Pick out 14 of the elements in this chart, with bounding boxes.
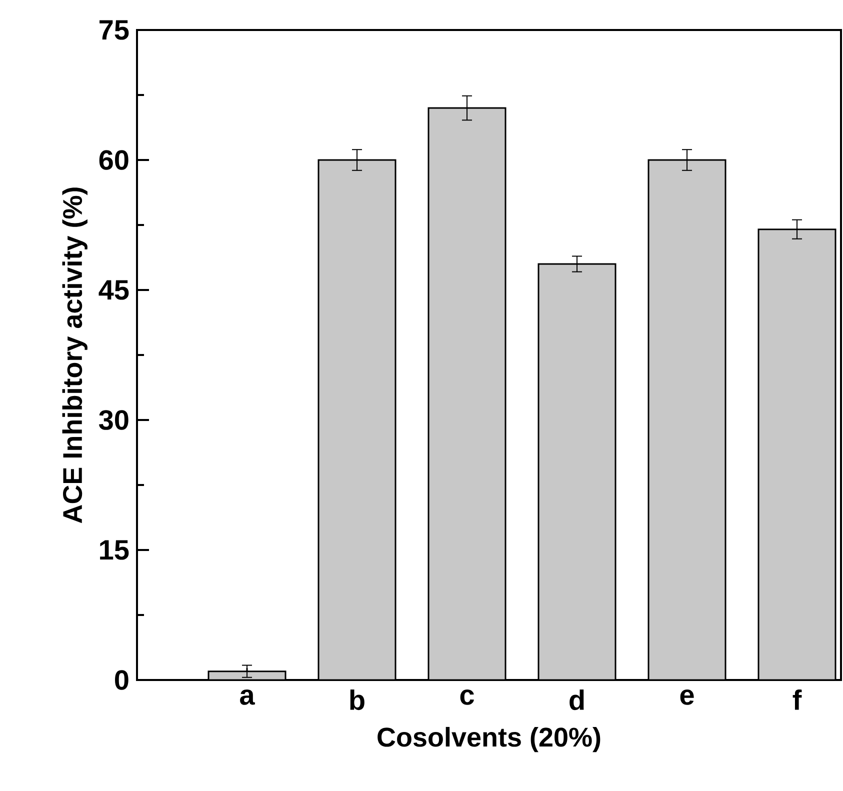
y-tick-label: 60	[99, 150, 128, 170]
x-tick-label: d	[570, 690, 584, 710]
x-tick-label: b	[350, 690, 364, 710]
y-tick-label: 15	[100, 540, 129, 560]
y-tick-label: 45	[98, 280, 129, 300]
x-tick-label: c	[460, 690, 474, 705]
x-tick-label: a	[240, 690, 255, 705]
y-tick-label: 0	[115, 670, 128, 690]
x-axis-title: Cosolvents (20%)	[378, 726, 600, 752]
y-tick-label: 30	[98, 410, 128, 430]
y-tick-label: 75	[100, 20, 129, 40]
y-axis-title: ACE Inhibitory activity (%)	[62, 188, 88, 524]
x-tick-label: f	[792, 690, 802, 710]
x-tick-label: e	[680, 690, 694, 705]
